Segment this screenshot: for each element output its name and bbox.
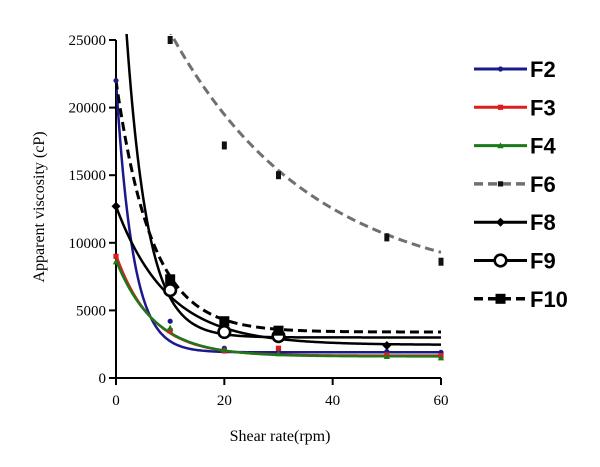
legend-item-f9: F9 bbox=[474, 249, 556, 274]
legend-label: F6 bbox=[530, 172, 556, 197]
x-tick-label: 0 bbox=[112, 393, 120, 409]
data-point-f3 bbox=[275, 345, 282, 351]
legend-item-f6: F6 bbox=[474, 172, 556, 197]
fit-curve-f6 bbox=[169, 34, 442, 254]
axes: 0 20 40 60 0 5000 10000 15000 20000 25000 bbox=[69, 33, 449, 409]
legend-label: F2 bbox=[530, 57, 556, 82]
legend-marker bbox=[495, 293, 506, 304]
data-point-f8 bbox=[111, 201, 121, 211]
legend-marker bbox=[497, 142, 504, 149]
data-point-f4 bbox=[112, 258, 120, 265]
data-point-f4 bbox=[166, 324, 174, 331]
legend-item-f10: F10 bbox=[474, 287, 568, 312]
data-point-f6 bbox=[384, 233, 390, 242]
data-point-f2 bbox=[113, 77, 119, 84]
data-point-f6 bbox=[276, 171, 281, 180]
legend-label: F9 bbox=[530, 249, 556, 274]
legend-label: F3 bbox=[530, 95, 556, 120]
data-point-f4 bbox=[383, 352, 391, 359]
data-point-f2 bbox=[167, 318, 173, 324]
data-markers bbox=[111, 36, 445, 361]
data-point-f4 bbox=[437, 354, 445, 361]
legend-label: F8 bbox=[530, 210, 556, 235]
legend-item-f3: F3 bbox=[474, 95, 556, 120]
x-tick-label: 60 bbox=[434, 393, 449, 409]
x-tick-label: 20 bbox=[217, 393, 232, 409]
y-tick-label: 15000 bbox=[69, 168, 107, 184]
legend: F2 F3 F4 F6 F8 F9 F10 bbox=[474, 57, 568, 312]
legend-marker bbox=[497, 181, 504, 187]
fit-curve-f8 bbox=[116, 205, 442, 346]
legend-item-f2: F2 bbox=[474, 57, 556, 82]
y-tick-label: 5000 bbox=[76, 303, 106, 319]
data-point-f10 bbox=[273, 325, 284, 336]
data-point-f6 bbox=[167, 36, 173, 44]
data-point-f4 bbox=[221, 346, 228, 353]
y-tick-label: 20000 bbox=[69, 101, 107, 117]
legend-marker bbox=[493, 253, 508, 268]
data-point-f10 bbox=[219, 316, 230, 327]
data-point-f9 bbox=[217, 324, 232, 340]
data-point-f8 bbox=[382, 341, 392, 351]
y-tick-label: 25000 bbox=[69, 33, 107, 49]
legend-item-f4: F4 bbox=[474, 134, 556, 159]
fit-curve-f2 bbox=[116, 80, 441, 354]
y-tick-label: 0 bbox=[99, 371, 107, 387]
legend-label: F4 bbox=[530, 134, 556, 159]
y-axis-title: Apparent viscosity (cP) bbox=[31, 131, 48, 282]
data-point-f6 bbox=[438, 257, 444, 266]
x-tick-label: 40 bbox=[325, 393, 340, 409]
y-tick-label: 10000 bbox=[69, 236, 107, 252]
data-point-f3 bbox=[113, 253, 119, 259]
x-axis-title: Shear rate(rpm) bbox=[230, 428, 331, 445]
data-point-f4 bbox=[275, 350, 282, 357]
data-point-f10 bbox=[165, 274, 176, 285]
data-point-f3 bbox=[167, 328, 173, 334]
legend-item-f8: F8 bbox=[474, 210, 556, 235]
data-point-f6 bbox=[221, 141, 227, 150]
data-point-f9 bbox=[163, 283, 178, 298]
legend-marker bbox=[497, 104, 504, 110]
legend-marker bbox=[497, 66, 504, 72]
legend-label: F10 bbox=[530, 287, 568, 312]
legend-marker bbox=[496, 217, 505, 227]
